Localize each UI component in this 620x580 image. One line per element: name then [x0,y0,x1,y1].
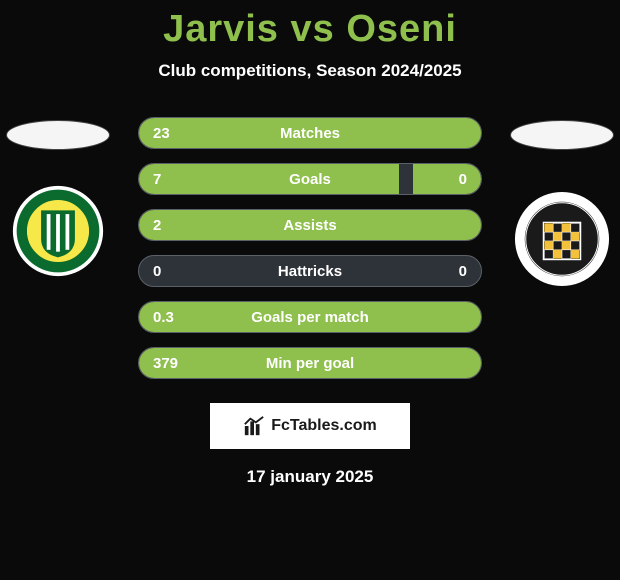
stat-row: 2Assists [138,209,482,241]
subtitle: Club competitions, Season 2024/2025 [0,61,620,81]
stat-row: 379Min per goal [138,347,482,379]
stat-row: 70Goals [138,163,482,195]
brand-text: FcTables.com [271,417,377,435]
stat-label: Goals per match [139,309,481,326]
page-title: Jarvis vs Oseni [0,0,620,51]
stat-label: Matches [139,125,481,142]
stat-row: 00Hattricks [138,255,482,287]
stat-label: Min per goal [139,355,481,372]
stat-label: Goals [139,171,481,188]
brand-chart-icon [243,415,265,437]
stat-row: 23Matches [138,117,482,149]
date-label: 17 january 2025 [0,467,620,487]
stat-row: 0.3Goals per match [138,301,482,333]
stats-list: 23Matches 70Goals 2Assists 00Hattricks 0.3Go… [0,117,620,379]
stat-label: Hattricks [139,263,481,280]
stat-label: Assists [139,217,481,234]
brand-box[interactable]: FcTables.com [210,403,410,449]
